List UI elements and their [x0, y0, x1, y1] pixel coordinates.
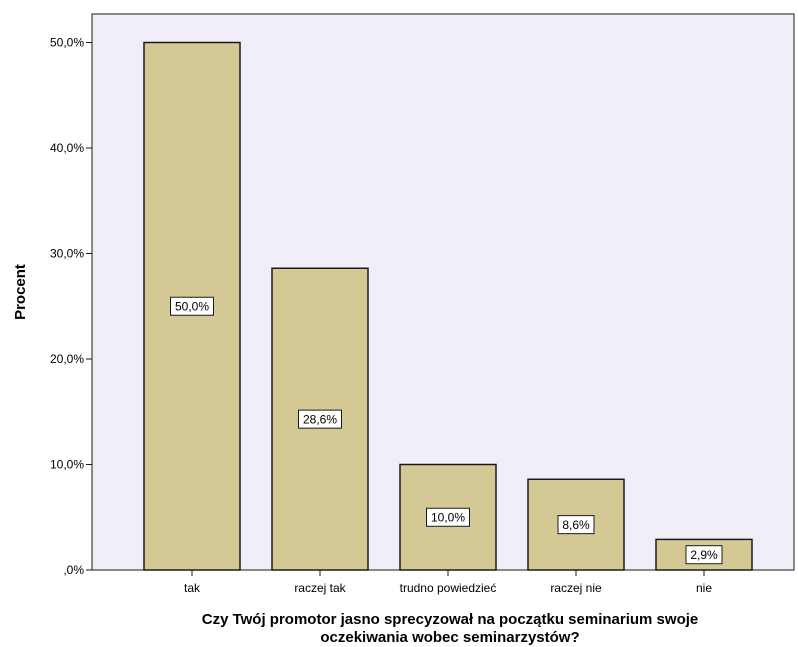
data-label-box-1: [298, 409, 342, 429]
y-axis-title: Procent: [12, 264, 29, 320]
y-tick-label: 50,0%: [50, 35, 84, 49]
x-axis: tak raczej tak trudno powiedzieć raczej nie…: [184, 570, 712, 595]
x-tick-label-2: trudno powiedzieć: [400, 581, 497, 595]
data-label-4: 2,9%: [690, 548, 718, 562]
y-tick-label: 20,0%: [50, 352, 84, 366]
data-label-3: 8,6%: [562, 518, 590, 532]
data-label-1: 28,6%: [303, 413, 337, 427]
x-tick-label-1: raczej tak: [294, 581, 346, 595]
data-label-box-0: [170, 296, 214, 316]
y-tick-label: 40,0%: [50, 141, 84, 155]
data-label-0: 50,0%: [175, 300, 209, 314]
data-label-box-2: [426, 507, 470, 527]
y-axis: ,0% 10,0% 20,0% 30,0% 40,0% 50,0%: [50, 35, 92, 577]
y-tick-label: ,0%: [63, 563, 84, 577]
y-tick-label: 30,0%: [50, 246, 84, 260]
x-tick-label-3: raczej nie: [550, 581, 602, 595]
y-tick-label: 10,0%: [50, 457, 84, 471]
data-label-2: 10,0%: [431, 511, 465, 525]
x-tick-label-4: nie: [696, 581, 712, 595]
x-axis-title-line-1: Czy Twój promotor jasno sprecyzował na p…: [202, 611, 699, 628]
bars: 50,0% 28,6% 10,0% 8,6% 2,9%: [143, 41, 753, 571]
data-label-box-4: [685, 545, 723, 565]
x-tick-label-0: tak: [184, 581, 201, 595]
x-axis-title-line-2: oczekiwania wobec seminarzystów?: [320, 629, 579, 646]
data-label-box-3: [557, 515, 595, 535]
